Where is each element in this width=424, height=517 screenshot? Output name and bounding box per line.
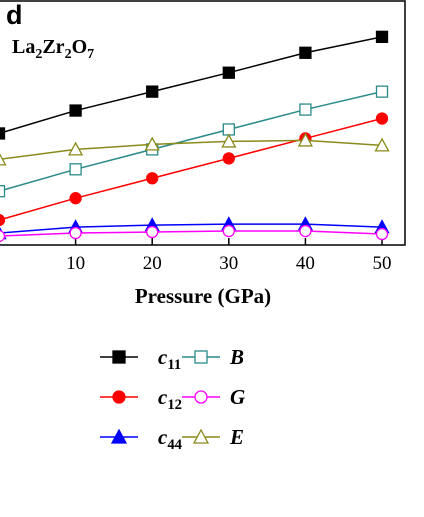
marker — [0, 229, 6, 243]
marker — [375, 85, 389, 98]
legend-item: c12 — [100, 385, 182, 413]
marker — [222, 152, 235, 165]
x-tick-label: 10 — [66, 253, 85, 274]
marker — [299, 224, 312, 238]
marker — [112, 390, 126, 404]
marker — [146, 85, 159, 98]
x-tick-label: 40 — [296, 253, 315, 274]
legend-item: c11 — [100, 345, 181, 373]
marker — [112, 350, 126, 364]
legend-item: B — [182, 345, 244, 369]
legend-label: B — [229, 345, 244, 369]
series-line — [0, 117, 383, 221]
x-axis-label: Pressure (GPa) — [135, 284, 271, 308]
legend-item: c44 — [100, 425, 183, 453]
marker — [299, 46, 312, 59]
marker — [221, 133, 237, 148]
marker — [144, 136, 160, 151]
marker — [68, 141, 84, 156]
plot-frame — [0, 0, 406, 246]
marker — [375, 30, 389, 44]
legend-label: E — [229, 425, 244, 449]
marker — [146, 172, 159, 185]
marker — [194, 350, 208, 364]
marker — [146, 225, 159, 239]
marker — [192, 428, 210, 444]
annotation: La2Zr2O7 — [12, 36, 94, 62]
series-line — [0, 90, 383, 192]
marker — [69, 226, 82, 240]
marker — [375, 227, 389, 241]
series-line — [0, 223, 383, 234]
marker — [0, 185, 6, 198]
marker — [110, 428, 128, 444]
marker — [222, 123, 235, 136]
series-line — [0, 139, 383, 160]
series-line — [0, 230, 383, 237]
x-tick-label: 20 — [143, 253, 162, 274]
marker — [0, 214, 6, 227]
panel-label: d — [6, 0, 23, 30]
legend-label: c12 — [158, 385, 182, 413]
marker — [299, 103, 312, 116]
marker — [222, 224, 235, 238]
legend-label: G — [230, 385, 245, 409]
marker — [0, 127, 6, 140]
x-tick-label: 30 — [219, 253, 238, 274]
legend-label: c44 — [158, 425, 183, 453]
marker — [0, 153, 7, 166]
marker — [194, 390, 208, 404]
marker — [297, 132, 314, 147]
marker — [374, 137, 390, 152]
legend-item: E — [182, 425, 244, 449]
legend-item: G — [182, 385, 245, 409]
marker — [69, 163, 82, 176]
marker — [69, 104, 82, 117]
marker — [375, 112, 389, 125]
x-tick-label: 50 — [373, 253, 392, 274]
series-line — [0, 36, 383, 134]
legend-label: c11 — [158, 345, 181, 373]
marker — [222, 66, 235, 79]
marker — [69, 192, 82, 205]
